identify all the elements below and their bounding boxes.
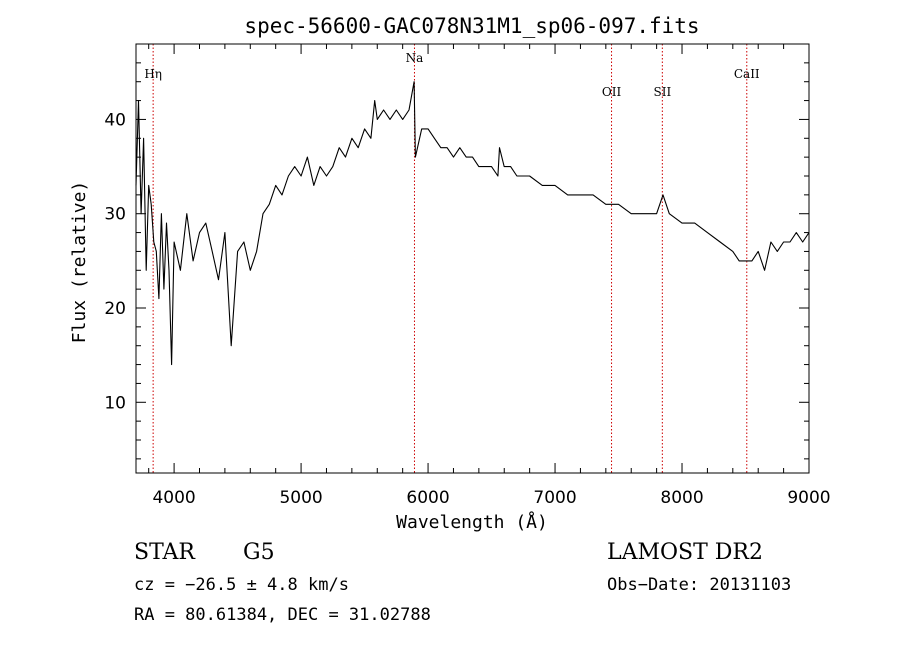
y-tick-label: 40: [104, 110, 126, 130]
coordinates: RA = 80.61384, DEC = 31.02788: [134, 605, 431, 625]
plot-frame: [135, 43, 810, 474]
y-axis-ticks: 10 20 30 40: [104, 62, 809, 460]
y-tick-label: 20: [104, 299, 126, 319]
x-tick-label: 4000: [152, 488, 195, 508]
x-tick-label: 5000: [279, 488, 322, 508]
redshift-value: cz = −26.5 ± 4.8 km/s: [134, 575, 349, 595]
y-axis-label: Flux (relative): [69, 181, 90, 344]
x-tick-label: 9000: [787, 488, 830, 508]
x-tick-label: 8000: [660, 488, 703, 508]
object-class: STAR: [134, 540, 195, 565]
spectral-line-label: Hη: [144, 67, 162, 81]
y-tick-label: 30: [104, 205, 126, 225]
object-subclass: G5: [243, 540, 275, 565]
spectral-line-label: SII: [653, 85, 671, 99]
spectral-line-label: OII: [602, 85, 622, 99]
spectral-line-markers: Hη Na OII SII CaII: [144, 44, 760, 473]
x-tick-label: 7000: [533, 488, 576, 508]
x-axis-ticks: 4000 5000 6000 7000 8000 9000: [148, 44, 831, 508]
survey-name: LAMOST DR2: [607, 540, 763, 565]
x-axis-label: Wavelength (Å): [396, 511, 548, 533]
spectral-line-label: Na: [406, 51, 424, 65]
spectral-line-label: CaII: [734, 67, 760, 81]
spectrum-series-line: [135, 81, 810, 366]
observation-date: Obs−Date: 20131103: [607, 575, 792, 595]
x-tick-label: 6000: [406, 488, 449, 508]
chart-title: spec-56600-GAC078N31M1_sp06-097.fits: [244, 14, 699, 38]
y-tick-label: 10: [104, 393, 126, 413]
